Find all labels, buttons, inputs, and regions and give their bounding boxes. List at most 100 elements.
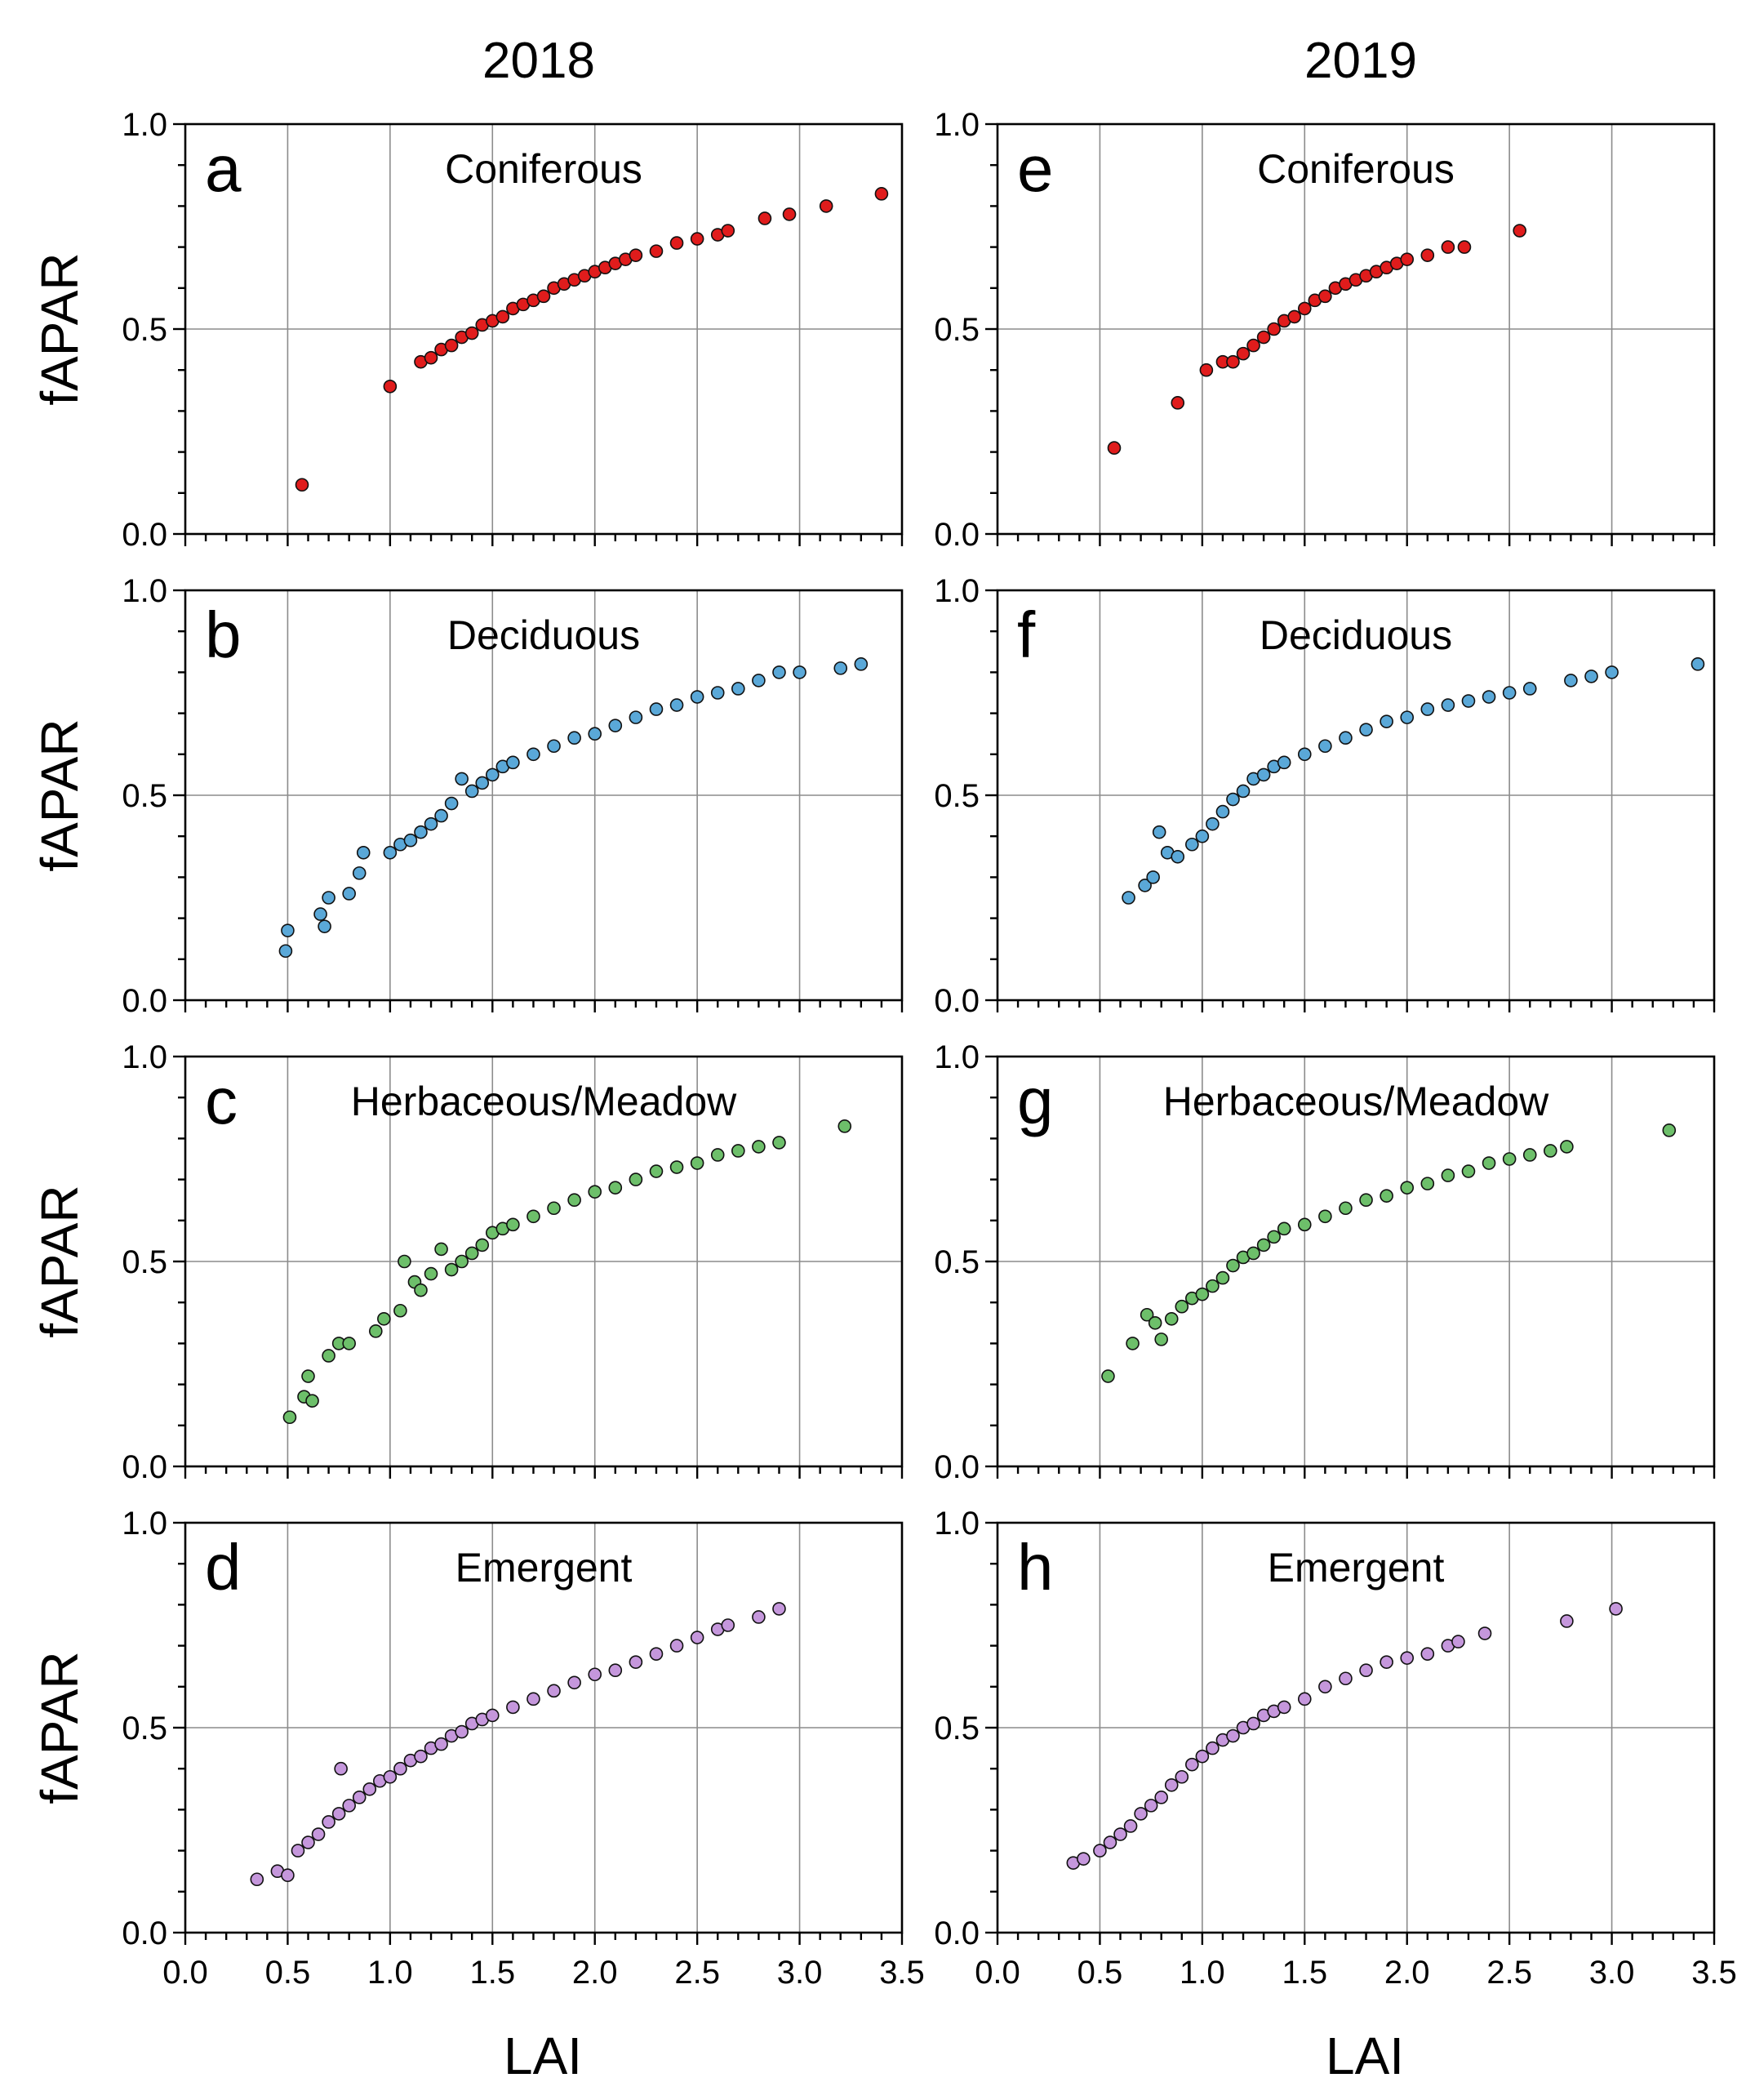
data-point xyxy=(1171,396,1185,410)
data-point xyxy=(455,1724,469,1739)
y-tick-label: 0.0 xyxy=(122,1449,167,1485)
panel-letter: f xyxy=(1017,598,1036,671)
data-point xyxy=(1215,804,1230,819)
x-tick-label: 3.0 xyxy=(777,1955,823,1991)
data-point xyxy=(444,338,459,353)
data-point xyxy=(1297,1692,1312,1706)
data-point xyxy=(1380,714,1393,728)
y-tick-label: 1.0 xyxy=(934,573,980,609)
data-point xyxy=(455,772,469,786)
y-axis-title: fAPAR xyxy=(30,719,89,871)
data-point xyxy=(1148,1316,1162,1330)
data-point xyxy=(854,657,869,671)
data-point xyxy=(291,1844,305,1858)
data-point xyxy=(1662,1123,1677,1137)
data-point xyxy=(1502,686,1517,700)
data-point xyxy=(1400,252,1415,266)
data-point xyxy=(547,1201,561,1216)
y-tick-label: 0.5 xyxy=(122,1244,167,1280)
data-point xyxy=(352,1791,367,1804)
data-point xyxy=(1318,289,1332,304)
data-point xyxy=(1256,767,1271,782)
data-point xyxy=(1277,755,1291,770)
y-axis-title: fAPAR xyxy=(30,1651,89,1804)
panel-c: 0.0 0.5 1.0 fAPAR c Herbaceous/Meadow xyxy=(30,1039,904,1485)
data-point xyxy=(313,907,327,921)
x-tick-label: 0.0 xyxy=(162,1955,208,1991)
data-point xyxy=(342,887,356,901)
data-point xyxy=(383,845,398,860)
data-point xyxy=(1164,1311,1179,1326)
data-point xyxy=(1185,1757,1199,1772)
data-point xyxy=(1359,723,1373,736)
data-point xyxy=(464,1246,479,1261)
data-point xyxy=(1522,682,1537,696)
y-tick-label: 0.5 xyxy=(934,778,980,814)
y-tick-label: 0.5 xyxy=(122,1711,167,1746)
y-tick-label: 0.0 xyxy=(122,983,167,1019)
data-point xyxy=(567,1675,581,1690)
data-point xyxy=(1152,825,1166,839)
data-point xyxy=(1195,1287,1210,1301)
x-tick-label: 3.5 xyxy=(1691,1955,1737,1991)
data-point xyxy=(1297,747,1312,762)
data-point xyxy=(1101,1369,1115,1383)
y-tick-label: 1.0 xyxy=(122,107,167,143)
data-point xyxy=(334,1761,348,1776)
data-point xyxy=(311,1827,326,1841)
data-point xyxy=(1123,1819,1138,1833)
x-tick-label: 0.5 xyxy=(1077,1955,1123,1991)
data-point xyxy=(819,199,833,213)
data-point xyxy=(383,1769,398,1784)
data-point xyxy=(536,289,551,304)
data-point xyxy=(547,1684,561,1698)
data-point xyxy=(782,207,797,221)
y-tick-label: 0.0 xyxy=(934,517,980,553)
data-point xyxy=(1107,441,1122,455)
data-point xyxy=(1206,1279,1220,1293)
data-point xyxy=(669,1639,684,1653)
data-point xyxy=(356,845,371,860)
y-axis-title: fAPAR xyxy=(30,252,89,405)
x-tick-label: 2.0 xyxy=(1384,1955,1430,1991)
data-point xyxy=(295,478,309,492)
data-point xyxy=(1199,363,1214,377)
data-point xyxy=(464,326,479,340)
data-point xyxy=(1277,1221,1291,1236)
data-point xyxy=(281,1868,295,1883)
x-tick-label: 1.5 xyxy=(469,1955,515,1991)
data-point xyxy=(1297,1217,1312,1232)
data-point xyxy=(475,1238,490,1252)
data-point xyxy=(282,1410,297,1425)
panel-title: Coniferous xyxy=(1257,146,1455,192)
data-point xyxy=(403,833,418,848)
panel-title: Emergent xyxy=(1268,1545,1445,1591)
y-tick-label: 1.0 xyxy=(934,107,980,143)
data-point xyxy=(1277,1700,1291,1715)
y-tick-label: 0.0 xyxy=(122,517,167,553)
data-point xyxy=(506,1217,520,1232)
data-point xyxy=(608,1181,623,1195)
data-point xyxy=(368,1324,383,1338)
y-tick-label: 0.0 xyxy=(934,983,980,1019)
data-point xyxy=(1502,1152,1517,1166)
data-point xyxy=(424,816,438,831)
data-point xyxy=(649,1164,664,1178)
panel-letter: g xyxy=(1017,1065,1054,1137)
data-point xyxy=(318,919,331,933)
data-point xyxy=(731,682,745,696)
data-point xyxy=(1400,710,1415,724)
data-point xyxy=(1226,354,1240,369)
data-point xyxy=(608,1663,623,1678)
panel-title: Herbaceous/Meadow xyxy=(351,1079,737,1124)
data-point xyxy=(424,350,438,365)
data-point xyxy=(1226,1728,1240,1743)
data-point xyxy=(455,1254,469,1269)
data-point xyxy=(506,755,520,770)
x-tick-label: 0.5 xyxy=(265,1955,311,1991)
panel-letter: c xyxy=(205,1065,238,1137)
data-point xyxy=(874,187,889,201)
data-point xyxy=(1236,346,1251,361)
data-point xyxy=(475,776,490,790)
data-point xyxy=(731,1144,745,1158)
